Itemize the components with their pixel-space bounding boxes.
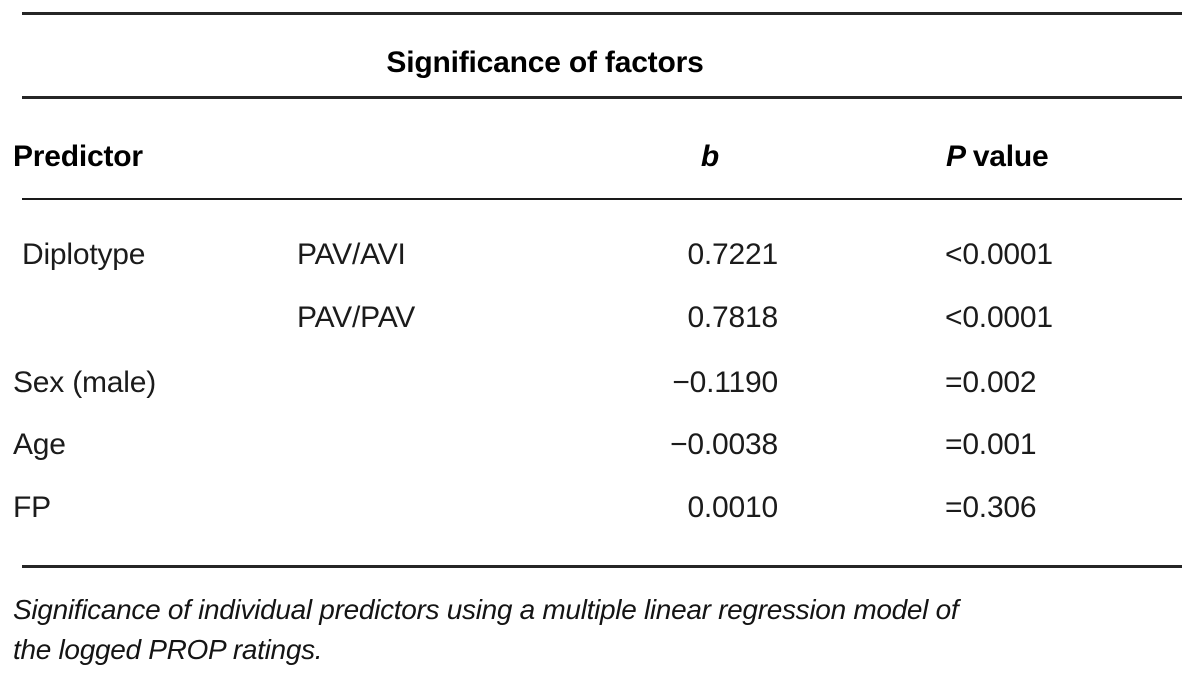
table-row: Diplotype PAV/AVI 0.7221 <0.0001 [0,238,1200,271]
table-title: Significance of factors [386,46,704,79]
cell-b-value: 0.7818 [687,301,778,334]
title-divider-rule [22,96,1182,99]
cell-predictor: FP [13,491,51,524]
p-label: value [972,140,1049,173]
table-row: Sex (male) −0.1190 =0.002 [0,366,1200,399]
table-caption-line-2: the logged PROP ratings. [13,634,323,665]
header-divider-rule [22,198,1182,200]
column-header-predictor: Predictor [13,140,143,173]
cell-p-value: =0.002 [945,366,1037,399]
cell-diplotype-level: PAV/PAV [297,301,416,334]
cell-p-value: <0.0001 [945,301,1053,334]
cell-b-value: −0.0038 [670,428,778,461]
cell-p-value: =0.001 [945,428,1037,461]
cell-b-value: 0.0010 [687,491,778,524]
cell-predictor: Age [13,428,66,461]
table-row: FP 0.0010 =0.306 [0,491,1200,524]
table-bottom-rule [22,565,1182,568]
cell-b-value: 0.7221 [687,238,778,271]
table-top-rule [22,12,1182,15]
cell-b-value: −0.1190 [672,366,778,399]
column-header-b: b [700,140,720,173]
table-row: Age −0.0038 =0.001 [0,428,1200,461]
cell-p-value: =0.306 [945,491,1037,524]
cell-predictor: Diplotype [22,238,146,271]
table-row: PAV/PAV 0.7818 <0.0001 [0,301,1200,334]
table-caption-line-1: Significance of individual predictors us… [13,594,959,625]
cell-p-value: <0.0001 [945,238,1053,271]
cell-diplotype-level: PAV/AVI [297,238,406,271]
cell-predictor: Sex (male) [13,366,157,399]
p-symbol: P [946,140,966,173]
